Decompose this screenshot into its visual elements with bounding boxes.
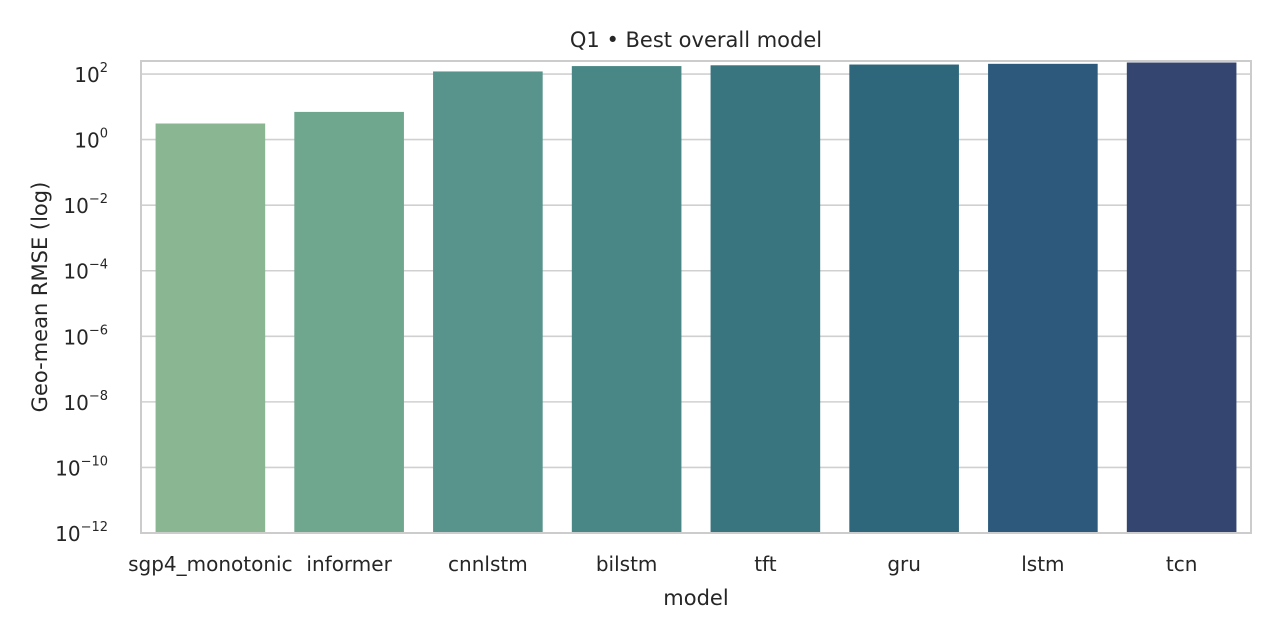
y-tick-exponent: 2 [100,61,108,76]
y-tick-label: 100 [74,127,108,153]
bar-tft [710,65,821,534]
y-tick-label: 10−8 [63,389,108,415]
x-tick-label: tft [754,552,777,576]
y-tick-exponent: −10 [81,454,108,469]
bar-bilstm [571,66,682,534]
y-tick-label: 10−12 [55,520,108,546]
y-tick-label: 10−10 [55,454,108,480]
x-tick-label: tcn [1166,552,1198,576]
y-tick-exponent: −12 [81,520,108,535]
y-tick-base: 10 [63,194,88,218]
x-tick-label: cnnlstm [448,552,528,576]
y-tick-label: 10−6 [63,323,108,349]
y-tick-exponent: 0 [100,127,108,142]
y-tick-label: 102 [74,61,108,87]
bar-lstm [988,63,1098,534]
bar-tcn [1126,62,1237,534]
x-tick-label: sgp4_monotonic [128,552,292,576]
bars [155,62,1237,534]
bar-sgp4_monotonic [155,123,266,533]
y-tick-exponent: −8 [89,389,108,404]
x-tick-label: informer [306,552,392,576]
bar-gru [849,64,959,533]
plot-frame [140,60,1252,534]
y-tick-base: 10 [63,391,88,415]
y-tick-base: 10 [74,129,99,153]
chart-title: Q1 • Best overall model [570,28,822,52]
y-tick-label: 10−4 [63,258,108,284]
y-tick-base: 10 [55,522,80,546]
y-tick-base: 10 [63,325,88,349]
x-tick-labels: sgp4_monotonic informer cnnlstm bilstm tft gr… [128,552,1197,576]
x-tick-label: gru [887,552,921,576]
y-tick-base: 10 [55,456,80,480]
bar-cnnlstm [433,71,543,533]
y-tick-exponent: −2 [89,192,108,207]
bar-informer [294,111,404,533]
x-tick-label: lstm [1021,552,1064,576]
y-axis-label: Geo-mean RMSE (log) [28,182,52,413]
x-tick-label: bilstm [596,552,658,576]
y-tick-base: 10 [74,63,99,87]
y-tick-base: 10 [63,260,88,284]
x-axis-label: model [663,586,728,610]
y-tick-exponent: −4 [89,258,108,273]
y-tick-exponent: −6 [89,323,108,338]
y-tick-label: 10−2 [63,192,108,218]
